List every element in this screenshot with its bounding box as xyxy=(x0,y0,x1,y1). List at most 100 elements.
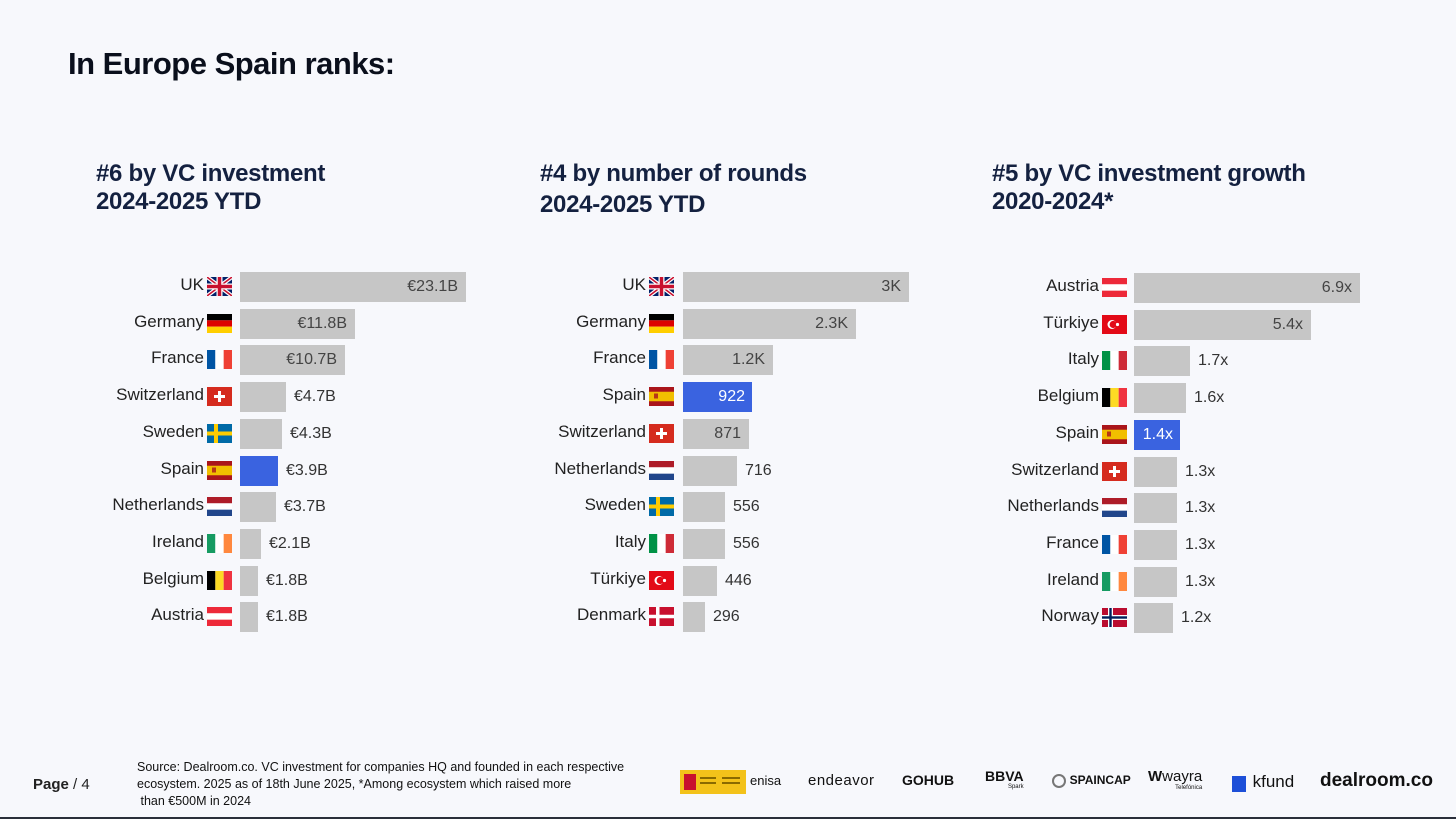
bottom-divider xyxy=(0,817,1456,819)
bar xyxy=(683,272,909,302)
bar-row: Spain 1.4x xyxy=(992,419,1440,452)
category-label: UK xyxy=(180,275,204,294)
category-label: Norway xyxy=(1041,606,1099,626)
data-label: 2.3K xyxy=(815,314,848,332)
bar-row: Spain €3.9B xyxy=(96,455,546,488)
bar xyxy=(1134,456,1177,487)
telefonica-text: Telefónica xyxy=(1175,785,1203,791)
bar xyxy=(1134,493,1177,524)
data-label: 556 xyxy=(733,534,760,552)
chart-title-line1: #5 by VC investment growth xyxy=(992,160,1306,187)
chart-title-line2: 2024-2025 YTD xyxy=(96,188,262,215)
flag-icon xyxy=(1102,571,1127,591)
category-label: France xyxy=(1046,532,1099,552)
chart-title-line1: #6 by VC investment xyxy=(96,160,326,187)
chart-title: #4 by number of rounds 2024-2025 YTD xyxy=(540,160,807,219)
data-label: €3.7B xyxy=(284,498,326,516)
flag-icon xyxy=(207,277,232,296)
data-label: 1.3x xyxy=(1185,535,1216,553)
category-label: Switzerland xyxy=(558,421,646,441)
bar-row: Germany 2.3K xyxy=(540,308,989,341)
bar-row: Norway 1.2x xyxy=(992,603,1440,635)
data-label: €23.1B xyxy=(407,278,458,295)
wayra-wordmark: Wwayra xyxy=(1148,768,1203,785)
page-label: Page xyxy=(33,776,69,793)
bar xyxy=(683,345,773,376)
category-label: Ireland xyxy=(152,531,204,551)
flag-icon xyxy=(207,570,232,590)
category-label: Austria xyxy=(1046,276,1099,295)
flag-icon xyxy=(649,570,674,590)
bar-row: France €10.7B xyxy=(96,345,546,377)
data-label: 1.3x xyxy=(1185,499,1216,517)
flag-icon xyxy=(207,460,232,480)
bar xyxy=(1134,529,1177,560)
bar-row: UK 3K xyxy=(540,272,989,304)
bar-row: Türkiye 446 xyxy=(540,565,989,598)
data-label: 716 xyxy=(745,461,772,479)
category-label: Belgium xyxy=(142,568,204,588)
flag-icon xyxy=(1102,498,1127,518)
flag-icon xyxy=(207,533,232,553)
category-label: Italy xyxy=(614,531,646,551)
category-label: France xyxy=(151,348,204,368)
category-label: Türkiye xyxy=(590,568,646,588)
bar-row: Netherlands 1.3x xyxy=(992,493,1440,525)
data-label: €1.8B xyxy=(266,608,308,626)
category-label: UK xyxy=(622,275,646,294)
bar-row: Switzerland €4.7B xyxy=(96,382,546,414)
page-indicator: Page / 4 xyxy=(33,776,90,793)
data-label: 1.6x xyxy=(1194,389,1225,407)
bar xyxy=(683,528,725,559)
category-label: France xyxy=(593,348,646,368)
chart-investment-growth: #5 by VC investment growth 2020-2024* Au… xyxy=(992,0,1432,700)
data-label: 1.2x xyxy=(1181,609,1212,627)
data-label: 1.2K xyxy=(732,351,765,369)
category-label: Sweden xyxy=(584,495,646,515)
bar xyxy=(240,528,261,559)
dealroom-logo: dealroom.co xyxy=(1320,770,1433,791)
data-label: 556 xyxy=(733,498,760,516)
bar xyxy=(240,308,355,339)
bar-row: Sweden 556 xyxy=(540,492,989,524)
source-line: Source: Dealroom.co. VC investment for c… xyxy=(137,760,625,774)
flag-icon xyxy=(649,423,674,443)
bbva-logo: BBVA Spark xyxy=(985,768,1024,790)
bar xyxy=(240,602,258,633)
bar xyxy=(683,455,737,486)
category-label: Switzerland xyxy=(116,385,204,405)
data-label: 1.4x xyxy=(1142,425,1173,443)
bar-row: UK €23.1B xyxy=(96,272,546,304)
spaincap-icon xyxy=(1052,773,1066,788)
data-label: 1.7x xyxy=(1198,352,1229,370)
category-label: Germany xyxy=(134,311,204,331)
bar-row: France 1.2K xyxy=(540,345,989,377)
bar xyxy=(1134,309,1311,340)
flag-icon xyxy=(1102,388,1127,408)
bar xyxy=(240,272,466,302)
bar-row: Ireland 1.3x xyxy=(992,566,1440,599)
category-label: Sweden xyxy=(142,421,204,441)
bar-row: Italy 1.7x xyxy=(992,346,1440,378)
flag-icon xyxy=(207,423,232,443)
flag-icon xyxy=(1102,424,1127,444)
page-number: / 4 xyxy=(73,776,90,793)
category-label: Spain xyxy=(1055,422,1099,442)
flag-icon xyxy=(207,350,232,370)
bar-row: Switzerland 1.3x xyxy=(992,456,1440,489)
data-label: 871 xyxy=(714,424,741,442)
bar-row: Denmark 296 xyxy=(540,602,989,634)
flag-icon xyxy=(1102,278,1127,297)
page-title: In Europe Spain ranks: xyxy=(68,46,395,81)
spaincap-wordmark: SPAINCAP xyxy=(1069,773,1131,787)
flag-icon xyxy=(1102,461,1127,481)
bar-row: Germany €11.8B xyxy=(96,308,546,341)
category-label: Italy xyxy=(1067,349,1099,369)
bar xyxy=(683,492,725,523)
bar-row: Austria 6.9x xyxy=(992,273,1440,305)
data-label: 446 xyxy=(725,571,752,589)
chart-title-line2: 2024-2025 YTD xyxy=(540,191,706,218)
spaincap-logo: SPAINCAP xyxy=(1052,772,1131,788)
bar-row: Netherlands 716 xyxy=(540,455,989,488)
kfund-wordmark: kfund xyxy=(1252,772,1295,791)
